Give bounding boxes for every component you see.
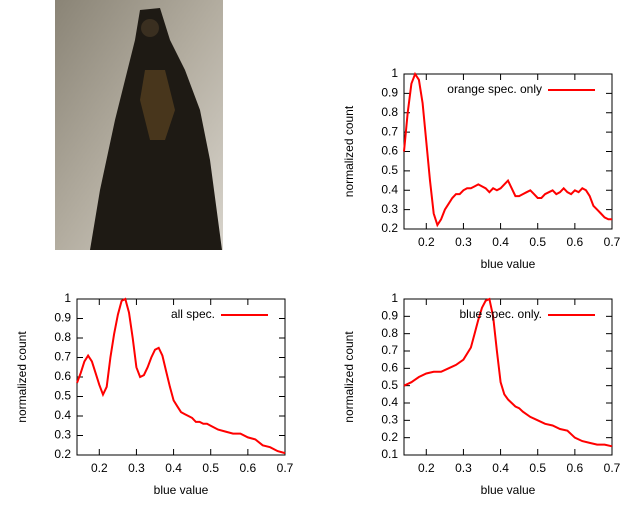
y-tick-label: 0.3 xyxy=(381,413,398,427)
x-tick-label: 0.6 xyxy=(567,461,584,475)
x-tick-label: 0.4 xyxy=(492,461,509,475)
y-tick-label: 0.7 xyxy=(381,343,398,357)
y-tick-label: 1 xyxy=(64,291,71,305)
y-tick-label: 0.9 xyxy=(54,311,71,325)
data-line xyxy=(77,299,285,453)
y-tick-label: 0.4 xyxy=(54,408,71,422)
y-tick-label: 0.4 xyxy=(381,395,398,409)
x-tick-label: 0.4 xyxy=(492,235,509,249)
y-tick-label: 1 xyxy=(391,66,398,80)
y-tick-label: 0.6 xyxy=(381,361,398,375)
x-tick-label: 0.2 xyxy=(418,235,435,249)
y-tick-label: 0.5 xyxy=(381,378,398,392)
x-tick-label: 0.7 xyxy=(277,461,294,475)
x-tick-label: 0.7 xyxy=(604,235,621,249)
x-tick-label: 0.5 xyxy=(202,461,219,475)
plot-border xyxy=(404,74,612,229)
y-tick-label: 0.4 xyxy=(381,182,398,196)
x-tick-label: 0.5 xyxy=(529,235,546,249)
y-tick-label: 0.2 xyxy=(381,430,398,444)
x-tick-label: 0.6 xyxy=(567,235,584,249)
y-tick-label: 0.8 xyxy=(54,330,71,344)
photo xyxy=(55,0,223,250)
y-tick-label: 0.3 xyxy=(381,202,398,216)
y-tick-label: 0.3 xyxy=(54,428,71,442)
y-axis-label: normalized count xyxy=(342,105,356,197)
legend-label: blue spec. only. xyxy=(460,307,543,321)
x-tick-label: 0.7 xyxy=(604,461,621,475)
page: 0.2 0.3 0.4 0.5 0.6 0.7 0.8 0.9 1 0.2 0.3 0.4 0.5 0.6… xyxy=(0,0,625,509)
y-tick-label: 0.8 xyxy=(381,326,398,340)
x-tick-label: 0.3 xyxy=(455,461,472,475)
x-tick-label: 0.4 xyxy=(165,461,182,475)
y-tick-label: 0.6 xyxy=(381,144,398,158)
legend-label: all spec. xyxy=(171,307,215,321)
y-tick-label: 0.1 xyxy=(381,447,398,461)
y-tick-label: 1 xyxy=(391,291,398,305)
y-tick-label: 0.8 xyxy=(381,105,398,119)
y-tick-label: 0.5 xyxy=(54,389,71,403)
x-tick-label: 0.3 xyxy=(128,461,145,475)
y-axis-label: normalized count xyxy=(15,331,29,423)
y-tick-label: 0.2 xyxy=(54,447,71,461)
x-axis-label: blue value xyxy=(154,483,209,497)
y-tick-label: 0.9 xyxy=(381,86,398,100)
y-tick-label: 0.7 xyxy=(381,124,398,138)
x-tick-label: 0.2 xyxy=(418,461,435,475)
y-axis-label: normalized count xyxy=(342,331,356,423)
y-tick-label: 0.6 xyxy=(54,369,71,383)
x-tick-label: 0.2 xyxy=(91,461,108,475)
x-axis-label: blue value xyxy=(481,483,536,497)
x-tick-label: 0.6 xyxy=(240,461,257,475)
legend-label: orange spec. only xyxy=(447,82,542,96)
x-tick-label: 0.3 xyxy=(455,235,472,249)
x-axis-label: blue value xyxy=(481,257,536,271)
y-tick-label: 0.5 xyxy=(381,163,398,177)
plot-border xyxy=(404,299,612,455)
y-tick-label: 0.7 xyxy=(54,350,71,364)
data-line xyxy=(404,74,612,225)
y-tick-label: 0.2 xyxy=(381,221,398,235)
x-tick-label: 0.5 xyxy=(529,461,546,475)
y-tick-label: 0.9 xyxy=(381,309,398,323)
figure: 0.2 0.3 0.4 0.5 0.6 0.7 0.8 0.9 1 0.2 0.3 0.4 0.5 0.6… xyxy=(0,0,625,504)
